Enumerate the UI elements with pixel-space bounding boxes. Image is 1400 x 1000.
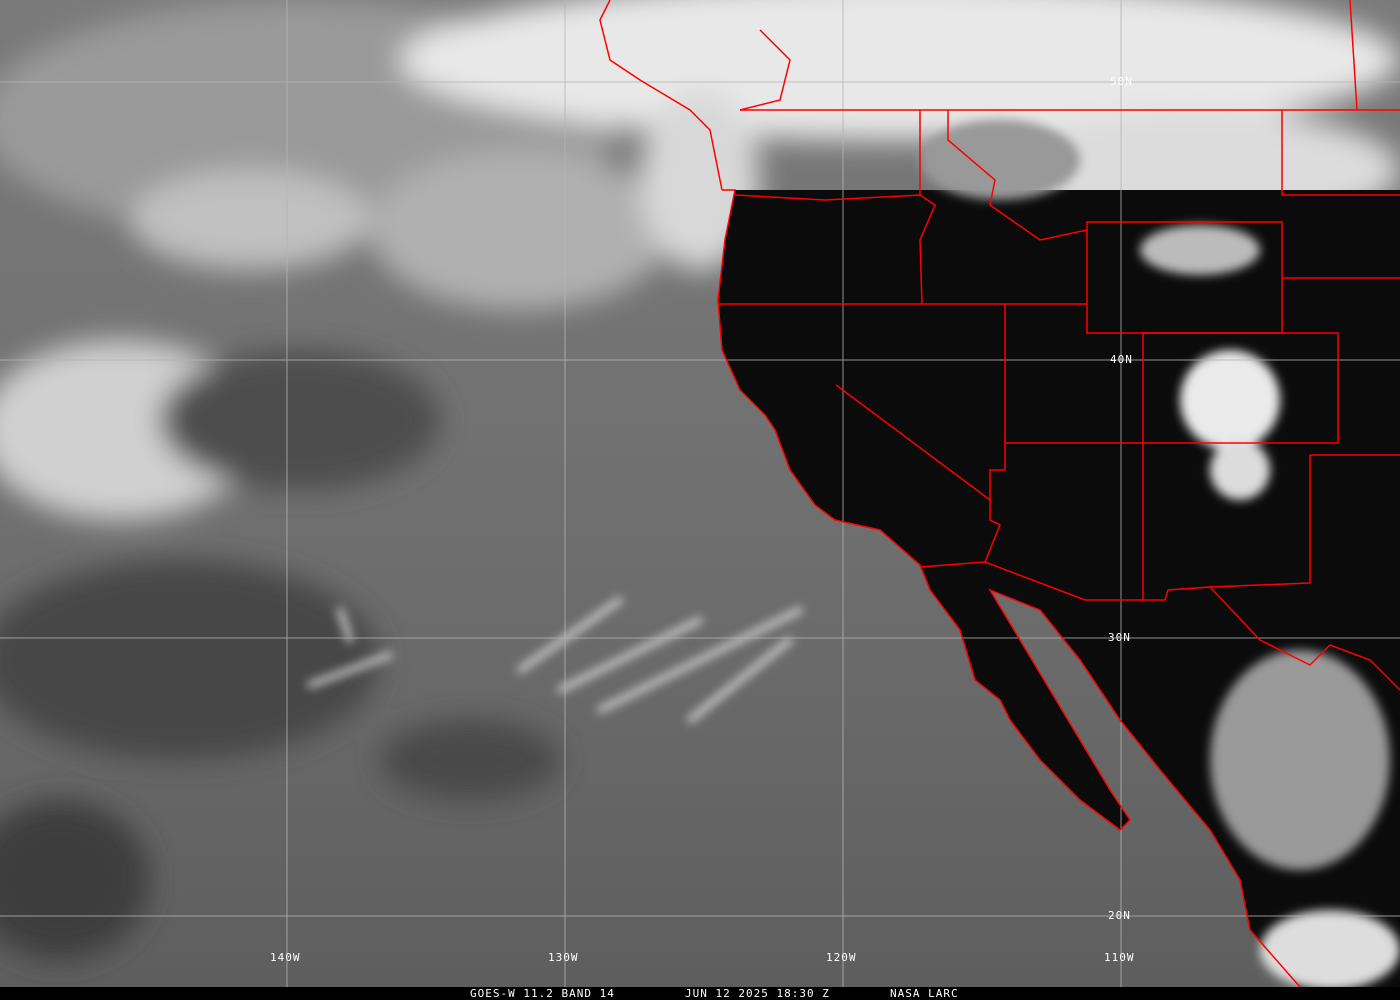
cloud-streaks (307, 597, 803, 723)
caption-product: GOES-W 11.2 BAND 14 (470, 987, 615, 1000)
lon-label-110w: 110W (1104, 951, 1135, 964)
land-clouds (920, 120, 1400, 987)
lon-label-120w: 120W (826, 951, 857, 964)
lon-label-130w: 130W (548, 951, 579, 964)
border-wa-or (734, 194, 921, 201)
lat-label-20n: 20N (1108, 909, 1131, 922)
caption-datetime: JUN 12 2025 18:30 Z (685, 987, 830, 1000)
lat-label-50n: 50N (1110, 75, 1133, 88)
lat-label-30n: 30N (1108, 631, 1131, 644)
border-montana (1281, 0, 1400, 279)
caption-bar: GOES-W 11.2 BAND 14 JUN 12 2025 18:30 Z … (0, 987, 1400, 1000)
caption-source: NASA LARC (890, 987, 959, 1000)
political-boundaries (599, 0, 1400, 987)
border-idaho (919, 110, 1088, 305)
border-utah-co (1005, 332, 1400, 600)
coast-north (599, 0, 791, 191)
lat-label-40n: 40N (1110, 353, 1133, 366)
coastline (717, 189, 1301, 987)
border-mexico (919, 561, 1400, 691)
lon-label-140w: 140W (270, 951, 301, 964)
